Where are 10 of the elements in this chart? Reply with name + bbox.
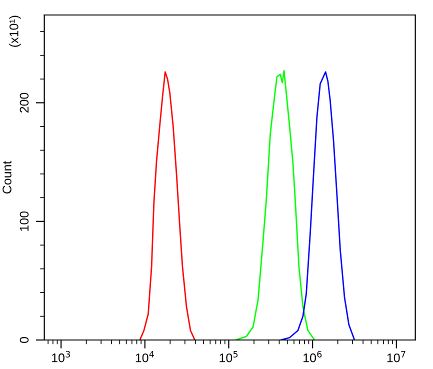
y-tick-label: 200 [20, 92, 29, 113]
y-tick-label: 0 [20, 337, 29, 343]
x-tick-label: 10$^{3}$ [52, 350, 70, 362]
x-tick-label: 10$^{7}$ [387, 351, 406, 362]
y-axis-title: Count [2, 160, 12, 194]
text: (x10¹) [9, 16, 21, 47]
x-tick-label: 10$^{5}$ [220, 351, 238, 362]
x-tick-label: 10$^{4}$ [136, 351, 154, 362]
y-tick-label: 100 [20, 211, 29, 231]
x-tick-label: 10$^{6}$ [304, 350, 322, 362]
